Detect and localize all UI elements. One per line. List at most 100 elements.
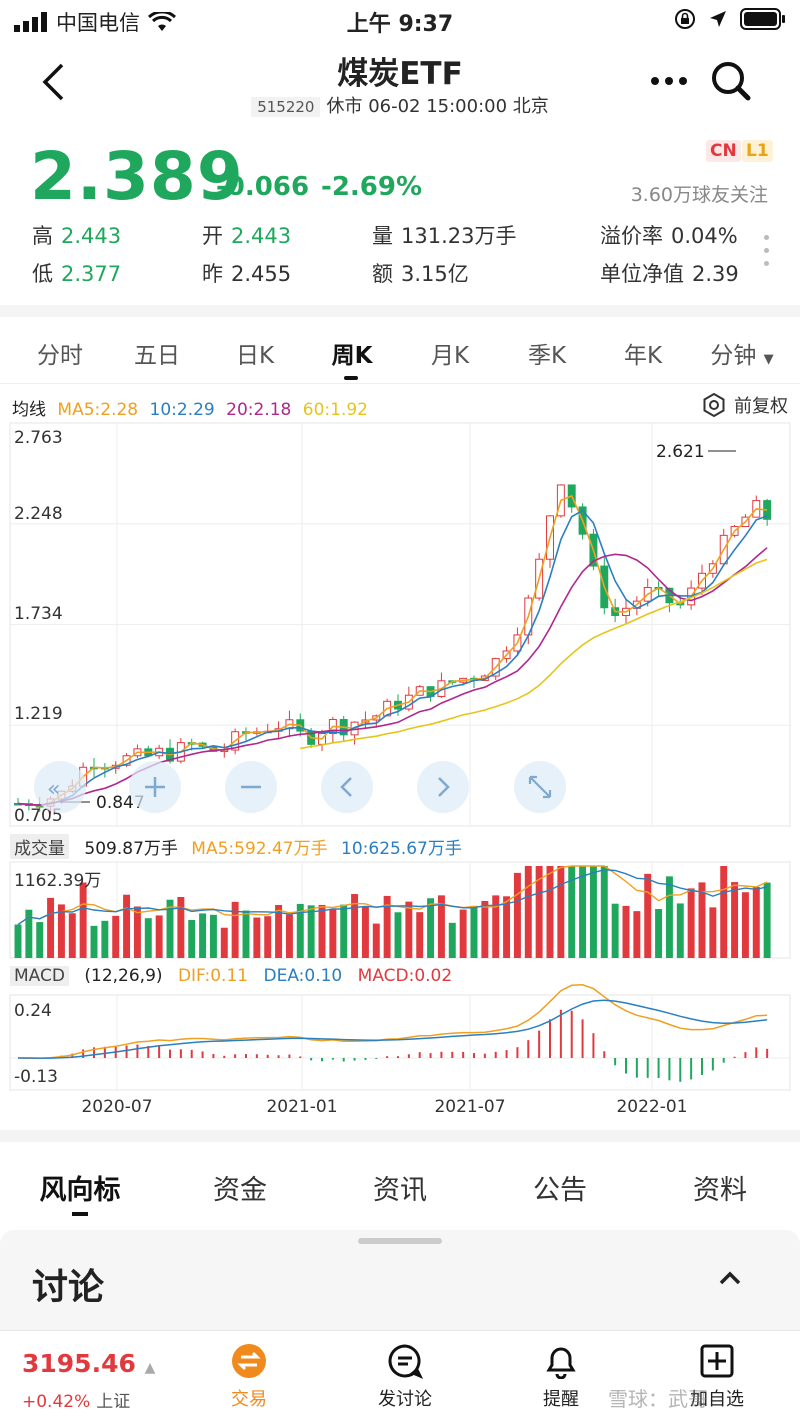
- vol-ma5: MA5:592.47万手: [191, 839, 328, 859]
- tab-wuri[interactable]: 五日: [134, 343, 180, 369]
- add-watchlist-button[interactable]: 加自选: [662, 1343, 772, 1411]
- volume-bar: [112, 915, 120, 958]
- tab-minute[interactable]: 分钟 ▼: [710, 343, 774, 369]
- stat-low: 低 2.377: [32, 262, 122, 286]
- volume-bar: [437, 895, 445, 958]
- current-price: 2.389: [30, 138, 244, 215]
- price-axis-label: 2.763: [14, 428, 63, 448]
- volume-bar: [568, 866, 576, 958]
- alert-button[interactable]: 提醒: [506, 1343, 616, 1411]
- search-icon[interactable]: [710, 60, 752, 102]
- back-icon[interactable]: [40, 62, 66, 102]
- followers-count[interactable]: 3.60万球友关注: [630, 184, 768, 206]
- adjust-button[interactable]: 前复权: [702, 392, 788, 418]
- dif-line: [17, 984, 768, 1060]
- volume-bar: [579, 866, 587, 958]
- volume-bar: [741, 892, 749, 958]
- tab-fenshi[interactable]: 分时: [37, 343, 83, 369]
- stat-nav: 单位净值 2.39: [600, 262, 739, 286]
- volume-bar: [546, 866, 554, 958]
- volume-bar: [220, 927, 228, 958]
- ma60-line: [300, 558, 768, 750]
- volume-bar: [405, 901, 413, 958]
- tab-quarterly-k[interactable]: 季K: [527, 343, 567, 369]
- chart-controls: «: [34, 761, 566, 813]
- volume-bar: [329, 908, 337, 958]
- change-value: -0.066: [216, 172, 310, 202]
- volume-bar: [275, 904, 283, 958]
- drag-handle[interactable]: [358, 1238, 442, 1244]
- ma20-line: [17, 547, 768, 806]
- period-tabs: 分时 五日 日K 周K 月K 季K 年K 分钟 ▼: [0, 318, 800, 384]
- tab-fengxiangbiao[interactable]: 风向标: [39, 1175, 121, 1206]
- volume-bar: [123, 894, 131, 958]
- rewind-icon: «: [47, 777, 60, 802]
- volume-bar: [589, 866, 597, 958]
- volume-bar: [709, 907, 717, 958]
- volume-bar: [231, 901, 239, 958]
- volume-bar: [763, 882, 771, 958]
- cn-badge: CN: [706, 140, 741, 162]
- tab-yearly-k[interactable]: 年K: [623, 343, 663, 369]
- location-icon: [710, 11, 726, 27]
- volume-bar: [144, 918, 152, 958]
- price-axis-label: 1.219: [14, 704, 63, 724]
- volume-bar: [481, 900, 489, 958]
- volume-bar: [665, 876, 673, 958]
- carrier-name: 中国电信: [56, 11, 140, 35]
- volume-bar: [188, 919, 196, 958]
- volume-bar: [448, 922, 456, 958]
- active-tab-indicator: [344, 376, 358, 380]
- volume-bar: [133, 906, 141, 958]
- post-discussion-button[interactable]: 发讨论: [350, 1343, 460, 1411]
- volume-tag[interactable]: 成交量: [10, 834, 69, 859]
- quote-panel: 2.389 -0.066 -2.69% CN L1 3.60万球友关注 高 2.44…: [0, 130, 800, 305]
- rewind-button[interactable]: [34, 761, 86, 813]
- ma-legend-label: 均线: [12, 400, 46, 420]
- volume-bar: [318, 904, 326, 958]
- more-icon[interactable]: [650, 76, 688, 86]
- volume-bar: [383, 895, 391, 958]
- stats-more-icon[interactable]: [764, 235, 770, 274]
- tab-zixun[interactable]: 资讯: [373, 1175, 427, 1206]
- tab-zijin[interactable]: 资金: [213, 1175, 267, 1206]
- pan-right-button[interactable]: [417, 761, 469, 813]
- tab-ziliao[interactable]: 资料: [693, 1175, 747, 1206]
- chat-icon: [388, 1344, 424, 1379]
- volume-bar: [57, 904, 65, 958]
- orientation-lock-icon: [675, 9, 695, 29]
- volume-bar: [177, 897, 185, 958]
- chevron-up-icon[interactable]: [718, 1270, 742, 1286]
- volume-ma5-line: [17, 865, 768, 926]
- index-value[interactable]: 3195.46 ▲: [22, 1349, 156, 1378]
- volume-bar: [752, 886, 760, 958]
- ma10-line: [17, 509, 768, 806]
- volume-bar: [394, 912, 402, 958]
- watermark: 雪球：武哥: [608, 1387, 708, 1411]
- chart-frame: [9, 994, 791, 1091]
- volume-bar: [296, 903, 304, 958]
- volume-bar: [524, 866, 532, 958]
- volume-bar: [14, 924, 22, 958]
- volume-bar: [340, 904, 348, 958]
- macd-top-label: 0.24: [14, 1001, 52, 1021]
- volume-bar: [209, 914, 217, 958]
- volume-bar: [600, 866, 608, 958]
- trade-button[interactable]: 交易: [194, 1343, 304, 1411]
- volume-value: 509.87万手: [84, 839, 178, 859]
- tab-monthly-k[interactable]: 月K: [430, 343, 470, 369]
- volume-bar: [25, 909, 33, 958]
- tab-weekly-k[interactable]: 周K: [331, 343, 373, 369]
- volume-bar: [535, 866, 543, 958]
- pan-left-button[interactable]: [321, 761, 373, 813]
- macd-tag[interactable]: MACD: [10, 966, 69, 986]
- discussion-panel: 讨论: [0, 1230, 800, 1330]
- tab-daily-k[interactable]: 日K: [235, 343, 275, 369]
- active-info-tab-indicator: [72, 1212, 88, 1216]
- volume-bar: [513, 872, 521, 958]
- x-tick-label: 2021-07: [434, 1097, 505, 1117]
- tab-gonggao[interactable]: 公告: [533, 1175, 587, 1206]
- plus-icon: [145, 777, 165, 797]
- volume-bar: [459, 909, 467, 958]
